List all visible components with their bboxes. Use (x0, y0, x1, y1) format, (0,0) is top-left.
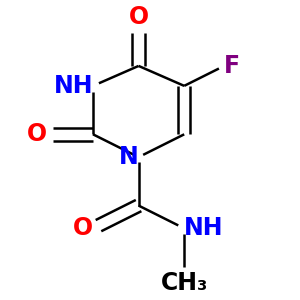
Text: O: O (128, 5, 149, 29)
Text: NH: NH (184, 216, 224, 240)
Text: N: N (119, 145, 139, 169)
Text: F: F (224, 54, 240, 78)
Text: O: O (73, 216, 93, 240)
Text: CH₃: CH₃ (160, 271, 208, 295)
Text: O: O (27, 122, 47, 146)
Text: NH: NH (53, 74, 93, 98)
